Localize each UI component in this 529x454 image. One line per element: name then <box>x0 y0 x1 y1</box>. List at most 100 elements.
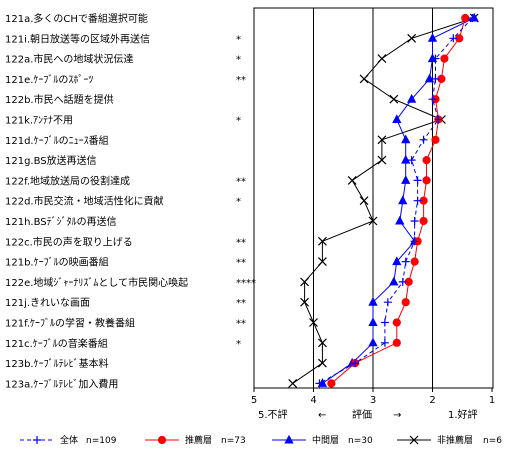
data-point <box>431 135 440 144</box>
significance-marker: * <box>236 339 241 350</box>
data-point <box>431 74 440 83</box>
x-axis-label-right: 1.好評 <box>448 408 478 421</box>
category-label: 121g.BS放送再送信 <box>5 154 97 167</box>
category-label: 121e.ｹｰﾌﾞﾙのｽﾎﾟｰﾂ <box>5 74 93 86</box>
significance-marker: ** <box>236 176 246 187</box>
category-label: 121b.ｹｰﾌﾞﾙの映画番組 <box>5 256 109 269</box>
data-point <box>401 134 411 144</box>
data-point <box>422 156 431 165</box>
data-point <box>318 358 327 368</box>
category-labels: 121a.多くのCHで番組選択可能 121i.朝日放送等の区域外再送信 122a.市… <box>5 12 188 390</box>
data-point <box>377 135 387 145</box>
category-label: 122a.市民への地域状況伝達 <box>5 53 133 66</box>
data-point <box>401 257 410 266</box>
data-point <box>359 74 369 84</box>
data-point <box>368 317 378 326</box>
category-label: 121h.BSﾃﾞｼﾞﾀﾙの再送信 <box>5 215 117 228</box>
data-point <box>422 176 431 185</box>
series-1 <box>327 13 470 388</box>
x-axis-label-center: 評価 <box>352 408 372 421</box>
significance-marker: ** <box>236 258 246 269</box>
data-point <box>392 256 402 266</box>
x-axis-ticks: 5 4 3 2 1 <box>251 388 495 406</box>
data-point <box>427 33 438 42</box>
data-point <box>368 296 378 306</box>
series-lines <box>288 12 479 388</box>
data-point <box>407 156 416 165</box>
data-point <box>284 434 294 444</box>
significance-marker: * <box>236 197 241 208</box>
data-point <box>468 14 477 22</box>
x-axis-caption: 5.不評 ← 評価 → 1.好評 <box>258 408 478 421</box>
data-point <box>351 359 360 368</box>
category-label: 121i.朝日放送等の区域外再送信 <box>5 32 150 45</box>
legend-item: 全体 n=109 <box>20 434 117 446</box>
data-point <box>401 154 411 164</box>
data-point <box>440 54 449 63</box>
data-point <box>389 94 399 104</box>
data-point <box>380 318 389 327</box>
data-point <box>288 378 298 388</box>
legend-series-n: n=30 <box>348 436 373 446</box>
significance-marker: ** <box>236 237 246 248</box>
category-label: 122c.市民の声を取り上げる <box>5 235 133 248</box>
x-axis-label-left: 5.不評 <box>258 408 288 421</box>
significance-marker: ** <box>236 75 246 86</box>
data-point <box>419 216 428 226</box>
category-label: 121k.ｱﾝﾃﾅ不用 <box>5 115 73 127</box>
series-3 <box>288 13 479 388</box>
significance-markers: ********************* <box>236 34 256 350</box>
significance-marker: * <box>236 55 241 66</box>
data-point <box>383 298 392 307</box>
data-point <box>424 73 435 83</box>
category-label: 121a.多くのCHで番組選択可能 <box>5 12 148 25</box>
category-label: 123b.ｹｰﾌﾞﾙﾃﾚﾋﾞ基本料 <box>5 357 109 370</box>
legend-series-name: 全体 <box>60 434 78 446</box>
data-point <box>359 196 369 206</box>
legend-item: 推薦層 n=73 <box>145 434 246 446</box>
data-point <box>368 337 378 347</box>
significance-marker: * <box>236 34 241 45</box>
data-point <box>398 195 408 205</box>
category-label: 121d.ｹｰﾌﾞﾙのﾆｭｰｽ番組 <box>5 134 109 147</box>
series-line <box>292 17 475 384</box>
data-point <box>434 115 443 124</box>
data-point <box>407 33 417 43</box>
legend-series-name: 非推薦層 <box>437 434 473 446</box>
data-point <box>409 435 419 445</box>
data-point <box>431 54 440 63</box>
series-line <box>322 17 475 384</box>
legend-series-n: n=109 <box>86 436 117 446</box>
data-point <box>380 338 389 347</box>
category-label: 123a.ｹｰﾌﾞﾙﾃﾚﾋﾞ加入費用 <box>5 377 118 390</box>
legend-series-n: n=6 <box>483 436 502 446</box>
data-point <box>413 196 422 205</box>
data-point <box>461 13 470 23</box>
significance-marker: ** <box>236 319 246 330</box>
category-label: 122e.地域ｼﾞｬｰﾅﾘｽﾞﾑとして市民関心喚起 <box>5 276 188 289</box>
data-point <box>347 175 357 185</box>
x-axis-arrow-right: → <box>393 410 401 421</box>
category-label: 122d.市民交流・地域活性化に貢献 <box>5 195 164 208</box>
category-label: 121f.ｹｰﾌﾞﾙの学習・教養番組 <box>5 317 135 330</box>
data-point <box>410 237 419 246</box>
data-point <box>318 236 327 246</box>
data-point <box>157 435 167 445</box>
x-tick-label: 1 <box>489 395 495 406</box>
data-point <box>449 34 458 43</box>
data-point <box>392 114 402 123</box>
data-point <box>377 155 387 165</box>
data-point <box>413 176 422 185</box>
data-point <box>377 54 387 64</box>
data-point <box>300 297 309 307</box>
category-label: 121j.きれいな画面 <box>5 297 90 309</box>
data-point <box>410 257 419 266</box>
series-2 <box>317 12 479 387</box>
x-axis-arrow-left: ← <box>318 410 326 421</box>
category-label: 121c.ｹｰﾌﾞﾙの音楽番組 <box>5 337 108 350</box>
data-point <box>410 217 419 225</box>
data-point <box>327 379 336 388</box>
data-point <box>428 95 437 104</box>
series-line <box>331 17 466 384</box>
